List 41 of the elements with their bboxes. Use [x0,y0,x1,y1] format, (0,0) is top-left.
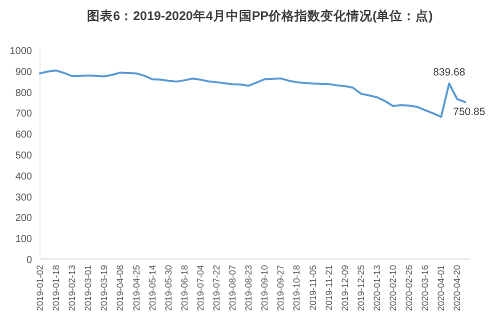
x-tick-label: 2019-03-19 [99,265,110,312]
x-tick-label: 2019-04-25 [131,265,142,312]
chart-title: 图表6：2019-2020年4月中国PP价格指数变化情况(单位：点) [87,8,433,23]
x-tick-label: 2019-08-07 [228,265,238,312]
data-label: 839.68 [433,66,466,79]
x-tick-label: 2020-01-13 [372,265,382,312]
x-tick-label: 2019-09-27 [276,265,286,312]
x-tick-label: 2019-01-18 [51,265,62,312]
x-tick-label: 2019-06-18 [179,265,190,312]
y-tick-label: 0 [26,255,32,266]
x-tick-label: 2019-05-30 [163,265,174,312]
x-tick-label: 2019-11-21 [324,265,334,310]
x-tick-label: 2019-07-22 [211,265,222,312]
y-tick-label: 400 [15,171,32,182]
x-tick-label: 2019-09-10 [260,265,270,312]
y-tick-label: 900 [15,66,32,78]
x-tick-label: 2020-03-16 [420,265,430,312]
y-tick-label: 600 [15,130,32,141]
y-tick-label: 500 [15,150,32,162]
x-tick-label: 2019-03-01 [83,265,94,312]
y-tick-label: 1000 [10,46,32,57]
x-tick-label: 2019-05-14 [147,265,158,312]
y-tick-label: 700 [15,108,32,120]
y-tick-label: 100 [15,234,32,246]
x-tick-label: 2019-12-09 [340,265,350,312]
y-tick-label: 200 [15,213,32,224]
x-tick-label: 2020-02-10 [388,265,398,312]
y-tick-label: 300 [15,192,32,204]
x-tick-label: 2020-04-20 [452,265,462,312]
x-tick-label: 2019-11-05 [308,265,318,310]
x-tick-label: 2019-04-08 [115,265,126,312]
x-tick-label: 2020-04-01 [436,265,446,312]
x-tick-label: 2019-01-02 [35,265,45,312]
x-tick-label: 2019-02-13 [67,265,78,312]
x-tick-label: 2020-02-26 [404,265,414,312]
x-tick-label: 2019-10-18 [292,265,302,312]
x-tick-label: 2019-07-04 [195,265,206,312]
data-label: 750.85 [453,106,486,118]
y-tick-label: 800 [15,88,32,99]
x-tick-label: 2019-08-23 [244,265,254,312]
x-tick-label: 2019-12-25 [356,265,366,312]
